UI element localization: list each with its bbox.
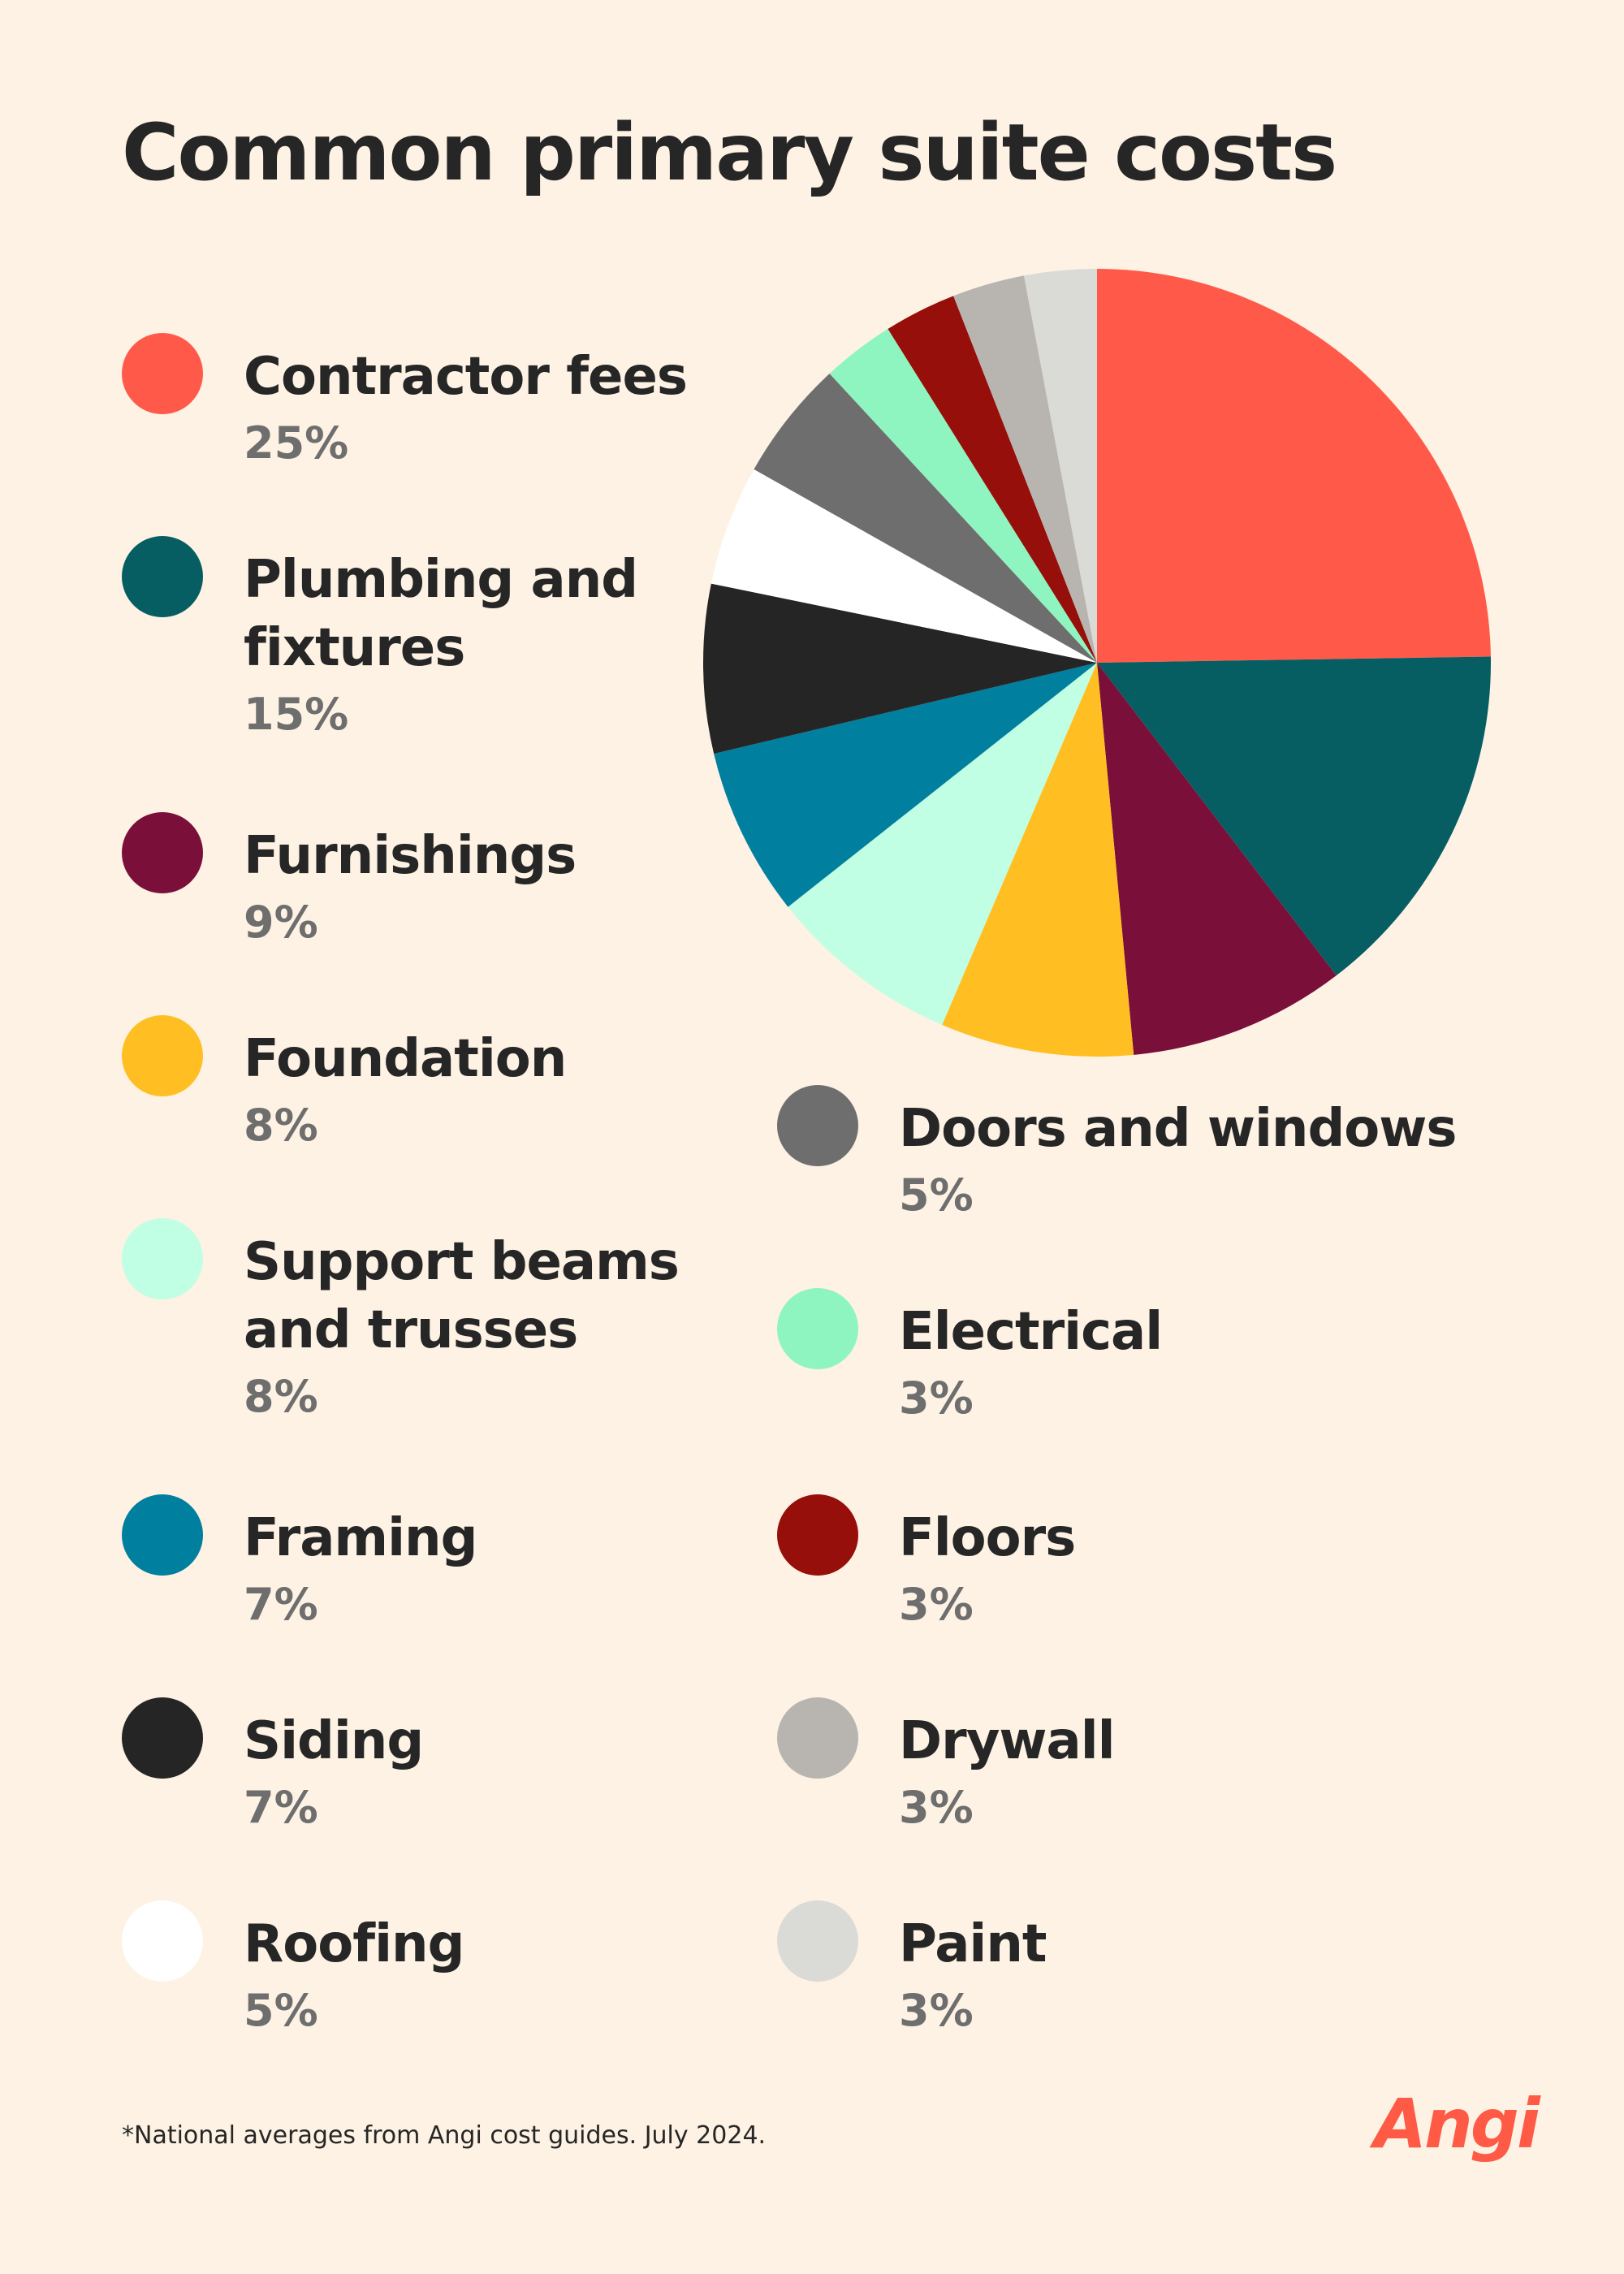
legend-label: Floors bbox=[899, 1508, 1076, 1568]
legend-label: Furnishings bbox=[244, 826, 577, 886]
legend-percent: 3% bbox=[899, 1985, 974, 2036]
pie-slice-plumbing-and-fixtures bbox=[1097, 656, 1491, 976]
legend-label: Support beams and trusses bbox=[244, 1232, 680, 1360]
pie-slice-furnishings bbox=[1097, 663, 1337, 1055]
legend-percent: 3% bbox=[899, 1579, 974, 1630]
legend-swatch-paint bbox=[777, 1900, 858, 1982]
legend-label: Paint bbox=[899, 1914, 1047, 1974]
pie-slice-electrical bbox=[829, 329, 1097, 663]
pie-slice-roofing bbox=[710, 469, 1097, 663]
legend-percent: 8% bbox=[244, 1371, 318, 1422]
legend-percent: 7% bbox=[244, 1579, 318, 1630]
chart-title: Common primary suite costs bbox=[122, 107, 1337, 198]
legend-label: Roofing bbox=[244, 1914, 464, 1974]
legend-label: Framing bbox=[244, 1508, 477, 1568]
legend-swatch-support-beams-and-trusses bbox=[122, 1218, 203, 1299]
legend-percent: 25% bbox=[244, 417, 349, 469]
legend-label: Contractor fees bbox=[244, 347, 688, 407]
legend-percent: 8% bbox=[244, 1100, 318, 1151]
pie-slice-foundation bbox=[942, 663, 1134, 1057]
pie-slice-framing bbox=[714, 663, 1097, 907]
legend-swatch-drywall bbox=[777, 1697, 858, 1779]
legend-swatch-doors-and-windows bbox=[777, 1085, 858, 1166]
pie-slice-support-beams-and-trusses bbox=[788, 663, 1097, 1025]
pie-slice-floors bbox=[888, 296, 1097, 663]
pie-slice-siding bbox=[703, 583, 1097, 754]
legend-swatch-electrical bbox=[777, 1288, 858, 1369]
pie-slice-doors-and-windows bbox=[754, 373, 1097, 663]
legend-label: Plumbing and fixtures bbox=[244, 550, 638, 678]
legend-percent: 7% bbox=[244, 1782, 318, 1833]
legend-swatch-plumbing-and-fixtures bbox=[122, 536, 203, 617]
legend-percent: 5% bbox=[899, 1169, 974, 1221]
legend-swatch-floors bbox=[777, 1494, 858, 1576]
pie-slice-drywall bbox=[953, 275, 1097, 663]
legend-percent: 9% bbox=[244, 897, 318, 948]
pie-slice-contractor-fees bbox=[1097, 269, 1491, 663]
legend-percent: 3% bbox=[899, 1782, 974, 1833]
legend-percent: 5% bbox=[244, 1985, 318, 2036]
legend-label: Drywall bbox=[899, 1711, 1116, 1771]
legend-swatch-siding bbox=[122, 1697, 203, 1779]
legend-swatch-foundation bbox=[122, 1015, 203, 1096]
legend-swatch-furnishings bbox=[122, 812, 203, 893]
legend-label: Doors and windows bbox=[899, 1099, 1457, 1159]
legend-label: Siding bbox=[244, 1711, 424, 1771]
legend-swatch-contractor-fees bbox=[122, 333, 203, 414]
footnote: *National averages from Angi cost guides… bbox=[122, 2121, 767, 2150]
legend-percent: 15% bbox=[244, 689, 349, 740]
legend-percent: 3% bbox=[899, 1373, 974, 1424]
legend-swatch-roofing bbox=[122, 1900, 203, 1982]
pie-slice-paint bbox=[1024, 269, 1097, 663]
angi-logo: Angi bbox=[1374, 2084, 1540, 2164]
legend-label: Electrical bbox=[899, 1302, 1163, 1362]
legend-swatch-framing bbox=[122, 1494, 203, 1576]
legend-label: Foundation bbox=[244, 1029, 567, 1089]
